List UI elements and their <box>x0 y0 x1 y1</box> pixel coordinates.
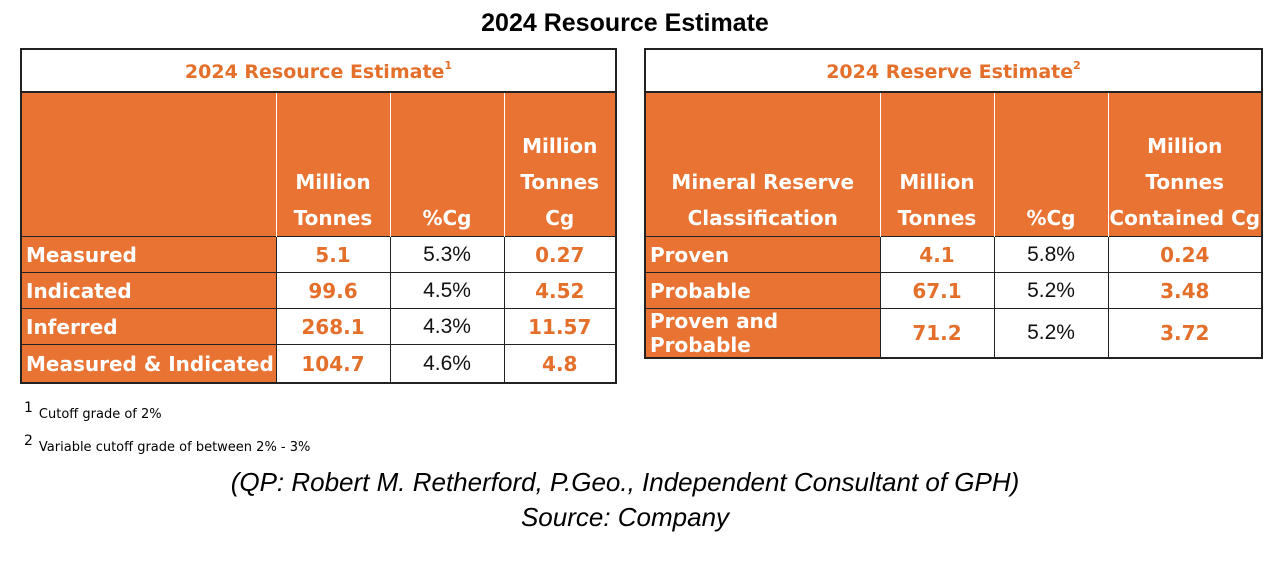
row-label: Indicated <box>21 272 276 309</box>
grade-cell: 4.6% <box>389 344 504 383</box>
contained-cell: 3.72 <box>1107 308 1262 358</box>
footnote-mark: 1 <box>24 400 33 416</box>
reserve-caption-footnote-mark: 2 <box>1073 58 1081 72</box>
tonnes-cell: 99.6 <box>275 272 390 309</box>
qualified-person-credit: (QP: Robert M. Retherford, P.Geo., Indep… <box>230 467 1020 497</box>
resource-header-row: Million Tonnes %Cg Million Tonnes Cg <box>21 92 616 237</box>
footnote-text: Variable cutoff grade of between 2% - 3% <box>38 440 311 455</box>
row-label: Proven <box>645 236 880 273</box>
table-row: Probable 67.1 5.2% 3.48 <box>645 272 1262 309</box>
header-line: Million <box>1147 134 1223 158</box>
source-credit: Source: Company <box>520 502 730 532</box>
table-row: Inferred 268.1 4.3% 11.57 <box>21 308 616 345</box>
resource-table-caption: 2024 Resource Estimate1 <box>21 49 616 93</box>
reserve-table-caption: 2024 Reserve Estimate2 <box>645 49 1262 93</box>
resource-caption-text: 2024 Resource Estimate <box>184 60 445 83</box>
row-label: Inferred <box>21 308 276 345</box>
contained-cell: 4.8 <box>503 344 616 383</box>
resource-header-category <box>21 92 277 237</box>
header-line: Million <box>295 170 371 194</box>
tonnes-cell: 71.2 <box>879 308 994 358</box>
footnote-mark: 2 <box>24 433 33 449</box>
grade-cell: 5.2% <box>993 272 1108 309</box>
reserve-estimate-table: 2024 Reserve Estimate2 Mineral Reserve Cl… <box>644 48 1263 359</box>
tonnes-cell: 268.1 <box>275 308 390 345</box>
footnote-text: Cutoff grade of 2% <box>38 407 162 422</box>
table-row: Indicated 99.6 4.5% 4.52 <box>21 272 616 309</box>
page-title: 2024 Resource Estimate <box>481 9 769 37</box>
header-line: %Cg <box>422 206 472 230</box>
reserve-caption-text: 2024 Reserve Estimate <box>826 60 1074 83</box>
grade-cell: 4.5% <box>389 272 504 309</box>
table-row: Measured 5.1 5.3% 0.27 <box>21 236 616 273</box>
contained-cell: 11.57 <box>503 308 616 345</box>
resource-header-tonnes: Million Tonnes <box>276 92 391 237</box>
reserve-header-tonnes: Million Tonnes <box>880 92 995 237</box>
tonnes-cell: 67.1 <box>879 272 994 309</box>
tonnes-cell: 104.7 <box>275 344 390 383</box>
footnote: 2 Variable cutoff grade of between 2% - 3… <box>24 433 310 455</box>
grade-cell: 4.3% <box>389 308 504 345</box>
contained-cell: 0.27 <box>503 236 616 273</box>
grade-cell: 5.8% <box>993 236 1108 273</box>
table-row: Measured & Indicated 104.7 4.6% 4.8 <box>21 344 616 383</box>
header-line: Cg <box>545 206 575 230</box>
footnote: 1 Cutoff grade of 2% <box>24 400 162 422</box>
header-line: Contained Cg <box>1109 206 1261 230</box>
row-label: Proven and Probable <box>645 308 880 358</box>
reserve-header-grade: %Cg <box>994 92 1109 237</box>
row-label: Measured & Indicated <box>21 344 276 383</box>
grade-cell: 5.3% <box>389 236 504 273</box>
tonnes-cell: 5.1 <box>275 236 390 273</box>
contained-cell: 0.24 <box>1107 236 1262 273</box>
resource-header-contained: Million Tonnes Cg <box>504 92 616 237</box>
row-label: Probable <box>645 272 880 309</box>
header-line: %Cg <box>1026 206 1076 230</box>
header-line: Tonnes <box>1145 170 1225 194</box>
row-label: Measured <box>21 236 276 273</box>
contained-cell: 3.48 <box>1107 272 1262 309</box>
resource-header-grade: %Cg <box>390 92 505 237</box>
header-line: Mineral Reserve <box>671 170 855 194</box>
header-line: Tonnes <box>293 206 373 230</box>
reserve-header-contained: Million Tonnes Contained Cg <box>1108 92 1262 237</box>
contained-cell: 4.52 <box>503 272 616 309</box>
grade-cell: 5.2% <box>993 308 1108 358</box>
header-line: Million <box>899 170 975 194</box>
tonnes-cell: 4.1 <box>879 236 994 273</box>
header-line: Million <box>522 134 598 158</box>
table-row: Proven and Probable 71.2 5.2% 3.72 <box>645 308 1262 358</box>
resource-caption-footnote-mark: 1 <box>444 58 453 72</box>
resource-estimate-table: 2024 Resource Estimate1 Million Tonnes %C… <box>20 48 617 384</box>
header-line: Classification <box>687 206 838 230</box>
header-line: Tonnes <box>520 170 600 194</box>
header-line: Tonnes <box>897 206 977 230</box>
table-row: Proven 4.1 5.8% 0.24 <box>645 236 1262 273</box>
reserve-header-classification: Mineral Reserve Classification <box>645 92 881 237</box>
reserve-header-row: Mineral Reserve Classification Million Ton… <box>645 92 1262 237</box>
